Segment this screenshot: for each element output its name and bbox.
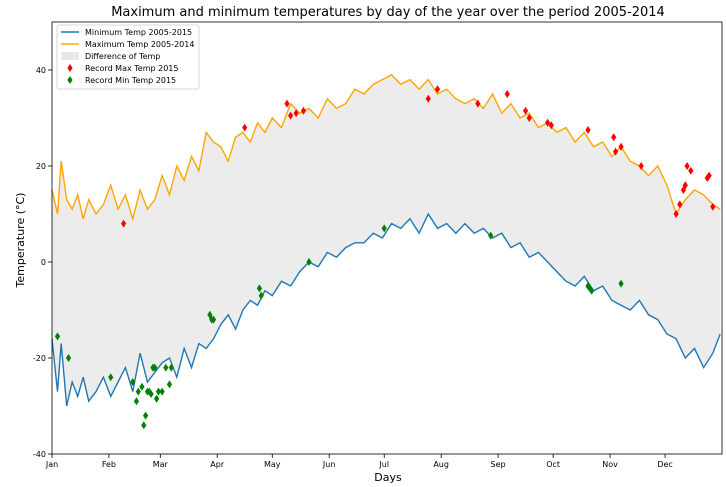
record-min-point (133, 397, 140, 406)
record-min-point (139, 382, 145, 391)
legend-label: Minimum Temp 2005-2015 (85, 28, 192, 37)
x-tick-label: Nov (602, 460, 618, 469)
record-max-point (706, 171, 712, 180)
record-max-point (682, 181, 688, 190)
plot-area (51, 73, 721, 430)
x-tick-label: Aug (433, 460, 449, 469)
record-min-point (65, 354, 72, 362)
legend: Minimum Temp 2005-2015 Maximum Temp 2005-… (56, 24, 200, 90)
record-max-point (638, 162, 644, 170)
record-min-point (306, 258, 312, 266)
legend-swatch (67, 76, 73, 84)
record-min-point (618, 279, 624, 288)
record-min-point (159, 387, 165, 396)
y-tick-label: 40 (36, 66, 46, 75)
record-max-point (425, 94, 431, 103)
series-line-min (51, 212, 721, 407)
plot-frame (51, 21, 723, 455)
record-min-point (488, 231, 494, 240)
record-max-point (611, 133, 617, 142)
record-min-point (258, 291, 264, 300)
y-tick-label: -20 (33, 354, 46, 363)
record-min-point (210, 315, 217, 324)
x-tick-label: Apr (210, 460, 225, 469)
record-min-point (152, 363, 158, 372)
x-tick-label: Dec (657, 460, 672, 469)
series-line-max (51, 73, 721, 222)
record-max-point (548, 121, 554, 130)
record-max-point (504, 90, 510, 98)
record-max-point (120, 219, 127, 228)
legend-box (56, 24, 200, 90)
record-min-point (143, 411, 149, 420)
record-max-point (618, 142, 624, 151)
legend-swatch (61, 52, 79, 60)
record-max-point (242, 123, 248, 132)
x-tick-label: Mar (153, 460, 169, 469)
record-max-point (300, 106, 307, 115)
record-max-point (288, 111, 294, 120)
x-tick-label: Jan (45, 460, 58, 469)
record-max-point (293, 109, 299, 118)
record-max-point (684, 162, 690, 170)
record-max-point (526, 114, 532, 122)
x-tick-label: Sep (491, 460, 506, 469)
y-axis-label: Temperature (°C) (14, 193, 27, 289)
record-min-point (163, 363, 169, 372)
x-axis: Jan Feb Mar Apr May Jun Jul Aug Sep Oct Nov Dec (45, 454, 673, 469)
record-max-point (710, 202, 716, 211)
y-tick-label: 0 (41, 258, 46, 267)
y-tick-label: -40 (33, 450, 46, 459)
x-tick-label: Jul (378, 460, 389, 469)
record-min-point (130, 378, 136, 386)
record-min-point (135, 387, 141, 396)
record-min-markers (54, 224, 624, 430)
record-min-point (166, 380, 173, 389)
x-tick-label: Feb (102, 460, 116, 469)
record-max-markers (120, 85, 716, 228)
x-tick-label: May (264, 460, 281, 469)
record-max-point (688, 166, 694, 175)
y-axis: -40 -20 0 20 40 (33, 66, 52, 459)
record-max-point (612, 147, 619, 156)
y-tick-label: 20 (36, 162, 46, 171)
legend-swatch (67, 64, 73, 72)
record-min-point (141, 421, 147, 430)
record-min-point (155, 387, 162, 396)
record-min-point (54, 332, 61, 341)
record-max-point (522, 106, 529, 115)
difference-fill (52, 74, 721, 407)
record-min-point (381, 224, 387, 233)
record-max-point (545, 118, 551, 127)
record-max-point (677, 200, 683, 209)
record-min-point (108, 373, 114, 382)
record-min-point (148, 390, 154, 398)
record-min-point (154, 394, 160, 403)
record-max-point (585, 126, 591, 134)
chart-title: Maximum and minimum temperatures by day … (111, 5, 665, 20)
record-min-point (589, 286, 595, 295)
record-min-point (256, 284, 263, 293)
legend-label: Maximum Temp 2005-2014 (85, 40, 194, 49)
legend-label: Difference of Temp (85, 52, 160, 61)
x-tick-label: Oct (546, 460, 560, 469)
record-max-point (475, 99, 481, 108)
record-max-point (284, 99, 290, 108)
legend-label: Record Min Temp 2015 (85, 76, 176, 85)
x-tick-label: Jun (322, 460, 336, 469)
x-axis-label: Days (374, 471, 402, 484)
record-max-point (673, 210, 679, 218)
legend-label: Record Max Temp 2015 (85, 64, 179, 73)
record-max-point (680, 186, 687, 194)
record-max-point (434, 85, 441, 94)
record-min-point (168, 363, 174, 372)
